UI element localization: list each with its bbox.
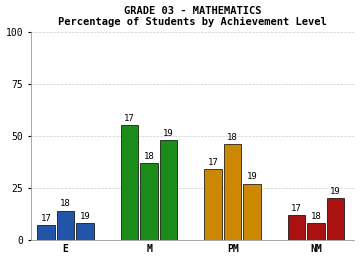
Text: 18: 18 — [144, 152, 154, 161]
Text: 17: 17 — [291, 204, 302, 213]
Text: 18: 18 — [227, 133, 238, 142]
Text: 19: 19 — [330, 187, 341, 196]
Bar — [121, 126, 138, 239]
Text: 18: 18 — [60, 199, 71, 209]
Text: 19: 19 — [80, 212, 90, 221]
Text: 17: 17 — [208, 158, 219, 167]
Bar — [76, 223, 94, 239]
Title: GRADE 03 - MATHEMATICS
Percentage of Students by Achievement Level: GRADE 03 - MATHEMATICS Percentage of Stu… — [58, 5, 327, 27]
Text: 19: 19 — [247, 172, 257, 181]
Bar — [160, 140, 177, 239]
Bar — [327, 198, 345, 239]
Text: 19: 19 — [163, 129, 174, 138]
Bar — [307, 223, 325, 239]
Bar — [288, 215, 305, 239]
Bar — [204, 169, 222, 239]
Bar — [57, 211, 75, 239]
Text: 17: 17 — [124, 114, 135, 124]
Bar — [243, 184, 261, 239]
Bar — [140, 163, 158, 239]
Bar — [224, 144, 242, 239]
Bar — [37, 225, 55, 239]
Text: 17: 17 — [41, 214, 51, 223]
Text: 18: 18 — [311, 212, 321, 221]
